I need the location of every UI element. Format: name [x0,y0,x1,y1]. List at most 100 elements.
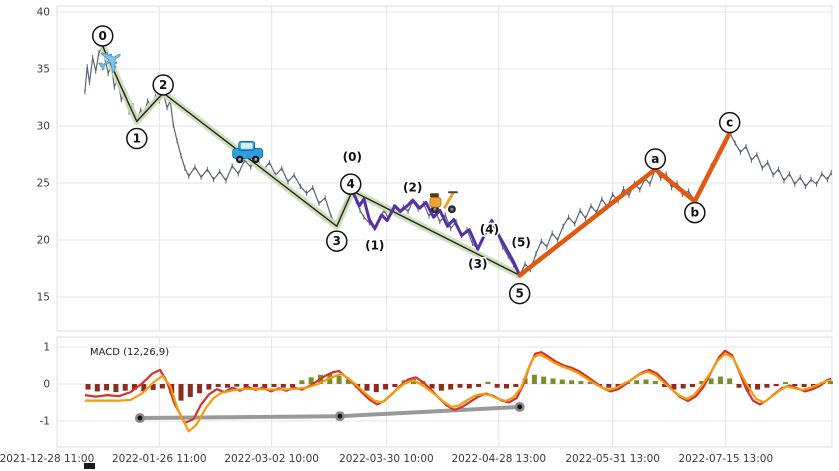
price-ytick-label: 20 [37,235,50,247]
scooter-hub [433,207,437,211]
price-panel[interactable]: ✈ [57,6,832,331]
histogram-bar [187,384,193,397]
wave-label-text: 4 [347,177,355,191]
x-tick-label: 2022-04-28 13:00 [451,453,546,465]
histogram-bar [457,384,463,388]
x-tick-label: 2022-07-15 13:00 [679,453,774,465]
car-hub [254,157,258,161]
histogram-bar [243,384,249,389]
x-tick-label: 2022-05-31 13:00 [565,453,660,465]
histogram-bar [541,376,547,384]
histogram-bar [94,384,100,392]
trendline-marker-dot [137,415,143,421]
histogram-bar [643,379,649,384]
price-ytick-label: 15 [37,292,50,304]
histogram-bar [550,378,556,384]
histogram-bar [448,384,454,390]
wave-label-0: 0 [91,25,114,47]
histogram-bar [132,384,137,390]
abc-correction-line [517,130,732,278]
histogram-bar [504,384,509,389]
histogram-bar [513,384,519,387]
histogram-bar [429,384,435,389]
wave-label-4: 4 [339,173,362,195]
wave-label-circle [718,111,741,134]
subwave-label-text: (1) [365,239,384,253]
wave-label-circle [644,148,667,170]
histogram-bar [290,384,296,388]
histogram-bar [476,384,482,387]
histogram-bar [438,384,444,391]
histogram-bar [578,381,584,384]
price-ytick-label: 25 [37,178,50,190]
histogram-bar [197,384,203,394]
wave-label-circle [508,282,531,305]
histogram-bar [364,384,370,391]
macd-ytick-label: -1 [40,416,50,428]
histogram-bar [755,384,761,390]
histogram-bar [141,384,147,392]
histogram-bar [373,384,379,393]
histogram-bar [690,384,695,387]
wave-label-text: 5 [515,287,523,301]
histogram-bar [587,381,593,384]
car-icon [232,140,264,164]
macd-panel[interactable] [57,337,833,447]
x-tick-label: 2021-12-28 11:00 [0,453,94,465]
histogram-bar [531,374,537,384]
histogram-bar [615,384,621,387]
histogram-bar [801,384,807,387]
x-tick-label: 2022-03-02 10:00 [224,453,319,465]
scooter-hub [450,207,454,211]
macd-ytick-label: 1 [43,342,50,354]
histogram-bar [215,384,221,387]
subwave-label-1: (1) [364,237,386,254]
wave-label-a: a [644,148,667,170]
wave-label-circle [684,201,706,224]
histogram-bar [85,384,91,390]
histogram-bar [122,384,128,391]
wave-label-b: b [684,201,706,224]
trendline-marker-dot [337,413,343,419]
price-plot-area[interactable] [57,6,832,331]
histogram-bar [662,384,668,387]
macd-histogram [85,373,833,401]
scooter-column [443,191,455,209]
wave-label-text: 2 [159,78,167,92]
wave-label-text: a [651,152,659,166]
macd-title: MACD (12,26,9) [90,347,169,358]
wave-label-circle [91,25,114,47]
subwave-label-4: (4) [478,221,500,238]
histogram-bar [225,384,230,388]
signal-line [84,352,832,433]
histogram-bar [792,384,798,387]
subwave-label-text: (3) [468,257,487,271]
impulse-inner [102,45,521,276]
car-hub [238,157,242,161]
histogram-bar [680,384,686,389]
macd-ytick-label: 0 [43,379,50,391]
histogram-bar [773,384,779,387]
scooter-seat [429,193,439,198]
wave-label-text: b [691,206,700,220]
histogram-bar [234,384,240,387]
wave-label-c: c [718,111,741,134]
wave-label-text: c [726,116,733,130]
histogram-bar [150,384,156,390]
histogram-bar [104,384,110,391]
macd-panel-border [56,336,833,448]
wave-label-text: 1 [133,132,141,146]
wave-label-text: 3 [333,234,341,248]
wave-label-circle [152,74,174,96]
histogram-bar [280,384,286,388]
histogram-bar [727,378,733,384]
histogram-bar [308,377,314,384]
subwave-label-3: (3) [467,255,489,272]
histogram-bar [717,376,723,384]
impulse-wave-line [99,42,524,279]
subwave-label-text: (2) [403,181,422,195]
price-ytick-label: 40 [37,7,50,19]
